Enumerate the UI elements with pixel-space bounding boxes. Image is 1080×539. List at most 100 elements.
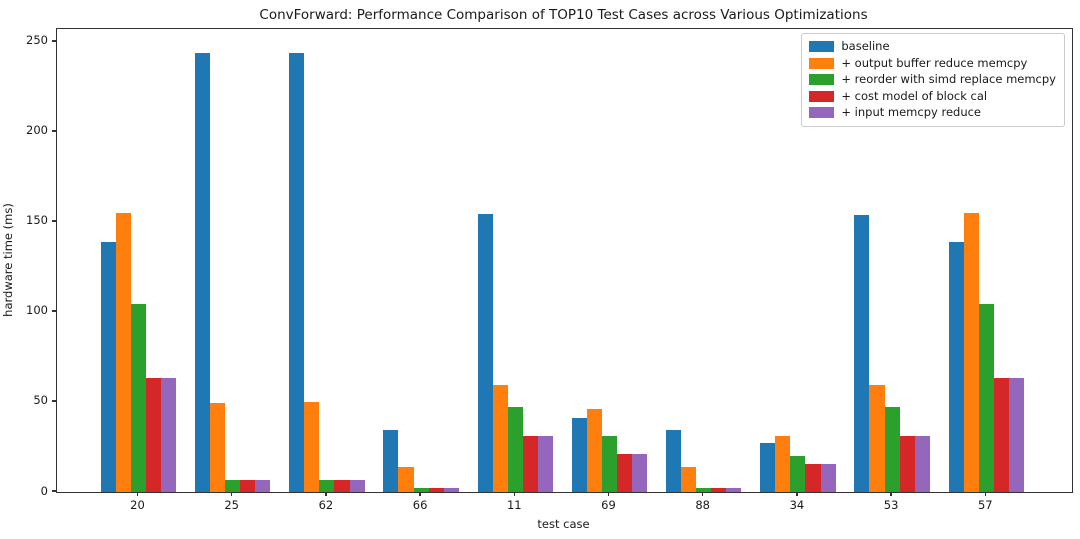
bar-baseline-11 bbox=[477, 213, 493, 492]
bar-baseline-20 bbox=[100, 241, 116, 492]
y-tick-mark bbox=[52, 220, 56, 222]
x-tick-mark bbox=[702, 492, 704, 497]
bar-input-memcpy-reduce-62 bbox=[349, 480, 365, 492]
bar-baseline-53 bbox=[854, 214, 870, 492]
y-tick-label: 250 bbox=[26, 33, 48, 48]
bar-output-buffer-reduce-memcpy-20 bbox=[115, 212, 131, 492]
legend-label: + cost model of block cal bbox=[841, 88, 988, 103]
x-tick-label: 34 bbox=[789, 498, 805, 512]
x-tick-mark bbox=[796, 492, 798, 497]
bar-reorder-with-simd-replace-memcpy-88 bbox=[696, 488, 712, 492]
bar-input-memcpy-reduce-66 bbox=[443, 488, 459, 492]
bar-baseline-88 bbox=[665, 429, 682, 492]
bar-cost-model-of-block-cal-69 bbox=[617, 454, 633, 492]
y-tick-mark bbox=[52, 130, 56, 132]
bar-input-memcpy-reduce-34 bbox=[820, 464, 836, 492]
legend-swatch-icon bbox=[809, 90, 835, 102]
bar-output-buffer-reduce-memcpy-53 bbox=[869, 384, 885, 492]
bar-cost-model-of-block-cal-34 bbox=[805, 464, 821, 492]
bar-output-buffer-reduce-memcpy-57 bbox=[963, 212, 979, 492]
bar-reorder-with-simd-replace-memcpy-20 bbox=[130, 303, 147, 492]
bar-reorder-with-simd-replace-memcpy-53 bbox=[884, 406, 900, 492]
bar-input-memcpy-reduce-53 bbox=[914, 436, 930, 492]
y-tick-label: 0 bbox=[40, 483, 48, 498]
bar-baseline-62 bbox=[289, 52, 305, 492]
bar-cost-model-of-block-cal-20 bbox=[146, 377, 162, 492]
bar-baseline-25 bbox=[194, 52, 211, 492]
x-tick-mark bbox=[513, 492, 515, 497]
bar-cost-model-of-block-cal-53 bbox=[899, 436, 915, 492]
legend-label: + output buffer reduce memcpy bbox=[841, 55, 1028, 70]
chart-title: ConvForward: Performance Comparison of T… bbox=[259, 7, 868, 23]
y-tick-mark bbox=[52, 310, 56, 312]
legend-item: + input memcpy reduce bbox=[809, 105, 1056, 121]
x-axis-label: test case bbox=[537, 517, 590, 531]
bar-output-buffer-reduce-memcpy-62 bbox=[304, 402, 320, 492]
x-tick-mark bbox=[890, 492, 892, 497]
x-tick-label: 57 bbox=[977, 498, 993, 512]
legend-label: + reorder with simd replace memcpy bbox=[841, 72, 1056, 87]
bar-input-memcpy-reduce-88 bbox=[726, 488, 742, 492]
x-tick-mark bbox=[419, 492, 421, 497]
bar-input-memcpy-reduce-20 bbox=[161, 377, 177, 492]
legend-label: baseline bbox=[841, 39, 890, 54]
bar-output-buffer-reduce-memcpy-88 bbox=[681, 466, 697, 492]
x-tick-mark bbox=[984, 492, 986, 497]
bar-cost-model-of-block-cal-66 bbox=[428, 487, 444, 492]
x-tick-mark bbox=[325, 492, 327, 497]
bar-baseline-34 bbox=[760, 442, 776, 492]
legend-label: + input memcpy reduce bbox=[841, 105, 982, 120]
legend-item: + output buffer reduce memcpy bbox=[809, 56, 1056, 72]
legend-item: + cost model of block cal bbox=[809, 89, 1056, 105]
bar-output-buffer-reduce-memcpy-11 bbox=[492, 384, 508, 492]
bar-output-buffer-reduce-memcpy-34 bbox=[775, 436, 791, 492]
bar-baseline-66 bbox=[383, 429, 399, 492]
x-tick-mark bbox=[231, 492, 233, 497]
y-tick-mark bbox=[52, 40, 56, 42]
bar-reorder-with-simd-replace-memcpy-62 bbox=[319, 480, 335, 492]
y-tick-label: 100 bbox=[26, 303, 48, 318]
x-tick-label: 53 bbox=[883, 498, 899, 512]
bar-reorder-with-simd-replace-memcpy-69 bbox=[601, 436, 618, 492]
bar-input-memcpy-reduce-57 bbox=[1008, 377, 1025, 492]
bar-baseline-69 bbox=[571, 418, 587, 492]
bar-reorder-with-simd-replace-memcpy-11 bbox=[507, 406, 523, 492]
bar-reorder-with-simd-replace-memcpy-34 bbox=[790, 456, 806, 492]
legend-swatch-icon bbox=[809, 57, 835, 69]
x-tick-label: 66 bbox=[412, 498, 428, 512]
y-tick-label: 200 bbox=[26, 123, 48, 138]
bar-input-memcpy-reduce-25 bbox=[255, 480, 271, 492]
bar-cost-model-of-block-cal-25 bbox=[240, 480, 256, 492]
y-tick-label: 50 bbox=[33, 393, 48, 408]
bar-cost-model-of-block-cal-11 bbox=[522, 436, 538, 492]
x-tick-mark bbox=[136, 492, 139, 497]
bar-cost-model-of-block-cal-62 bbox=[334, 480, 350, 492]
bar-output-buffer-reduce-memcpy-25 bbox=[210, 402, 226, 492]
x-tick-label: 11 bbox=[506, 498, 522, 512]
bar-baseline-57 bbox=[948, 241, 964, 492]
x-tick-label: 20 bbox=[130, 498, 145, 512]
x-tick-mark bbox=[607, 492, 610, 497]
legend-item: + reorder with simd replace memcpy bbox=[809, 72, 1056, 88]
x-tick-label: 25 bbox=[224, 498, 239, 512]
x-tick-label: 88 bbox=[695, 498, 710, 512]
legend: baseline + output buffer reduce memcpy + r… bbox=[801, 33, 1065, 127]
legend-item: baseline bbox=[809, 39, 1056, 55]
bar-output-buffer-reduce-memcpy-69 bbox=[586, 409, 602, 492]
y-tick-label: 150 bbox=[26, 213, 48, 228]
y-tick-mark bbox=[52, 490, 56, 492]
x-tick-label: 69 bbox=[601, 498, 616, 512]
bar-cost-model-of-block-cal-57 bbox=[993, 377, 1009, 492]
bar-input-memcpy-reduce-11 bbox=[537, 436, 554, 492]
y-tick-mark bbox=[52, 400, 56, 402]
bar-input-memcpy-reduce-69 bbox=[632, 454, 648, 492]
legend-swatch-icon bbox=[809, 74, 835, 86]
bar-cost-model-of-block-cal-88 bbox=[711, 487, 727, 492]
legend-swatch-icon bbox=[809, 41, 835, 53]
bar-output-buffer-reduce-memcpy-66 bbox=[398, 466, 414, 492]
legend-swatch-icon bbox=[809, 107, 835, 119]
x-tick-label: 62 bbox=[318, 498, 334, 512]
bar-reorder-with-simd-replace-memcpy-57 bbox=[978, 303, 994, 492]
bar-reorder-with-simd-replace-memcpy-66 bbox=[413, 488, 429, 492]
